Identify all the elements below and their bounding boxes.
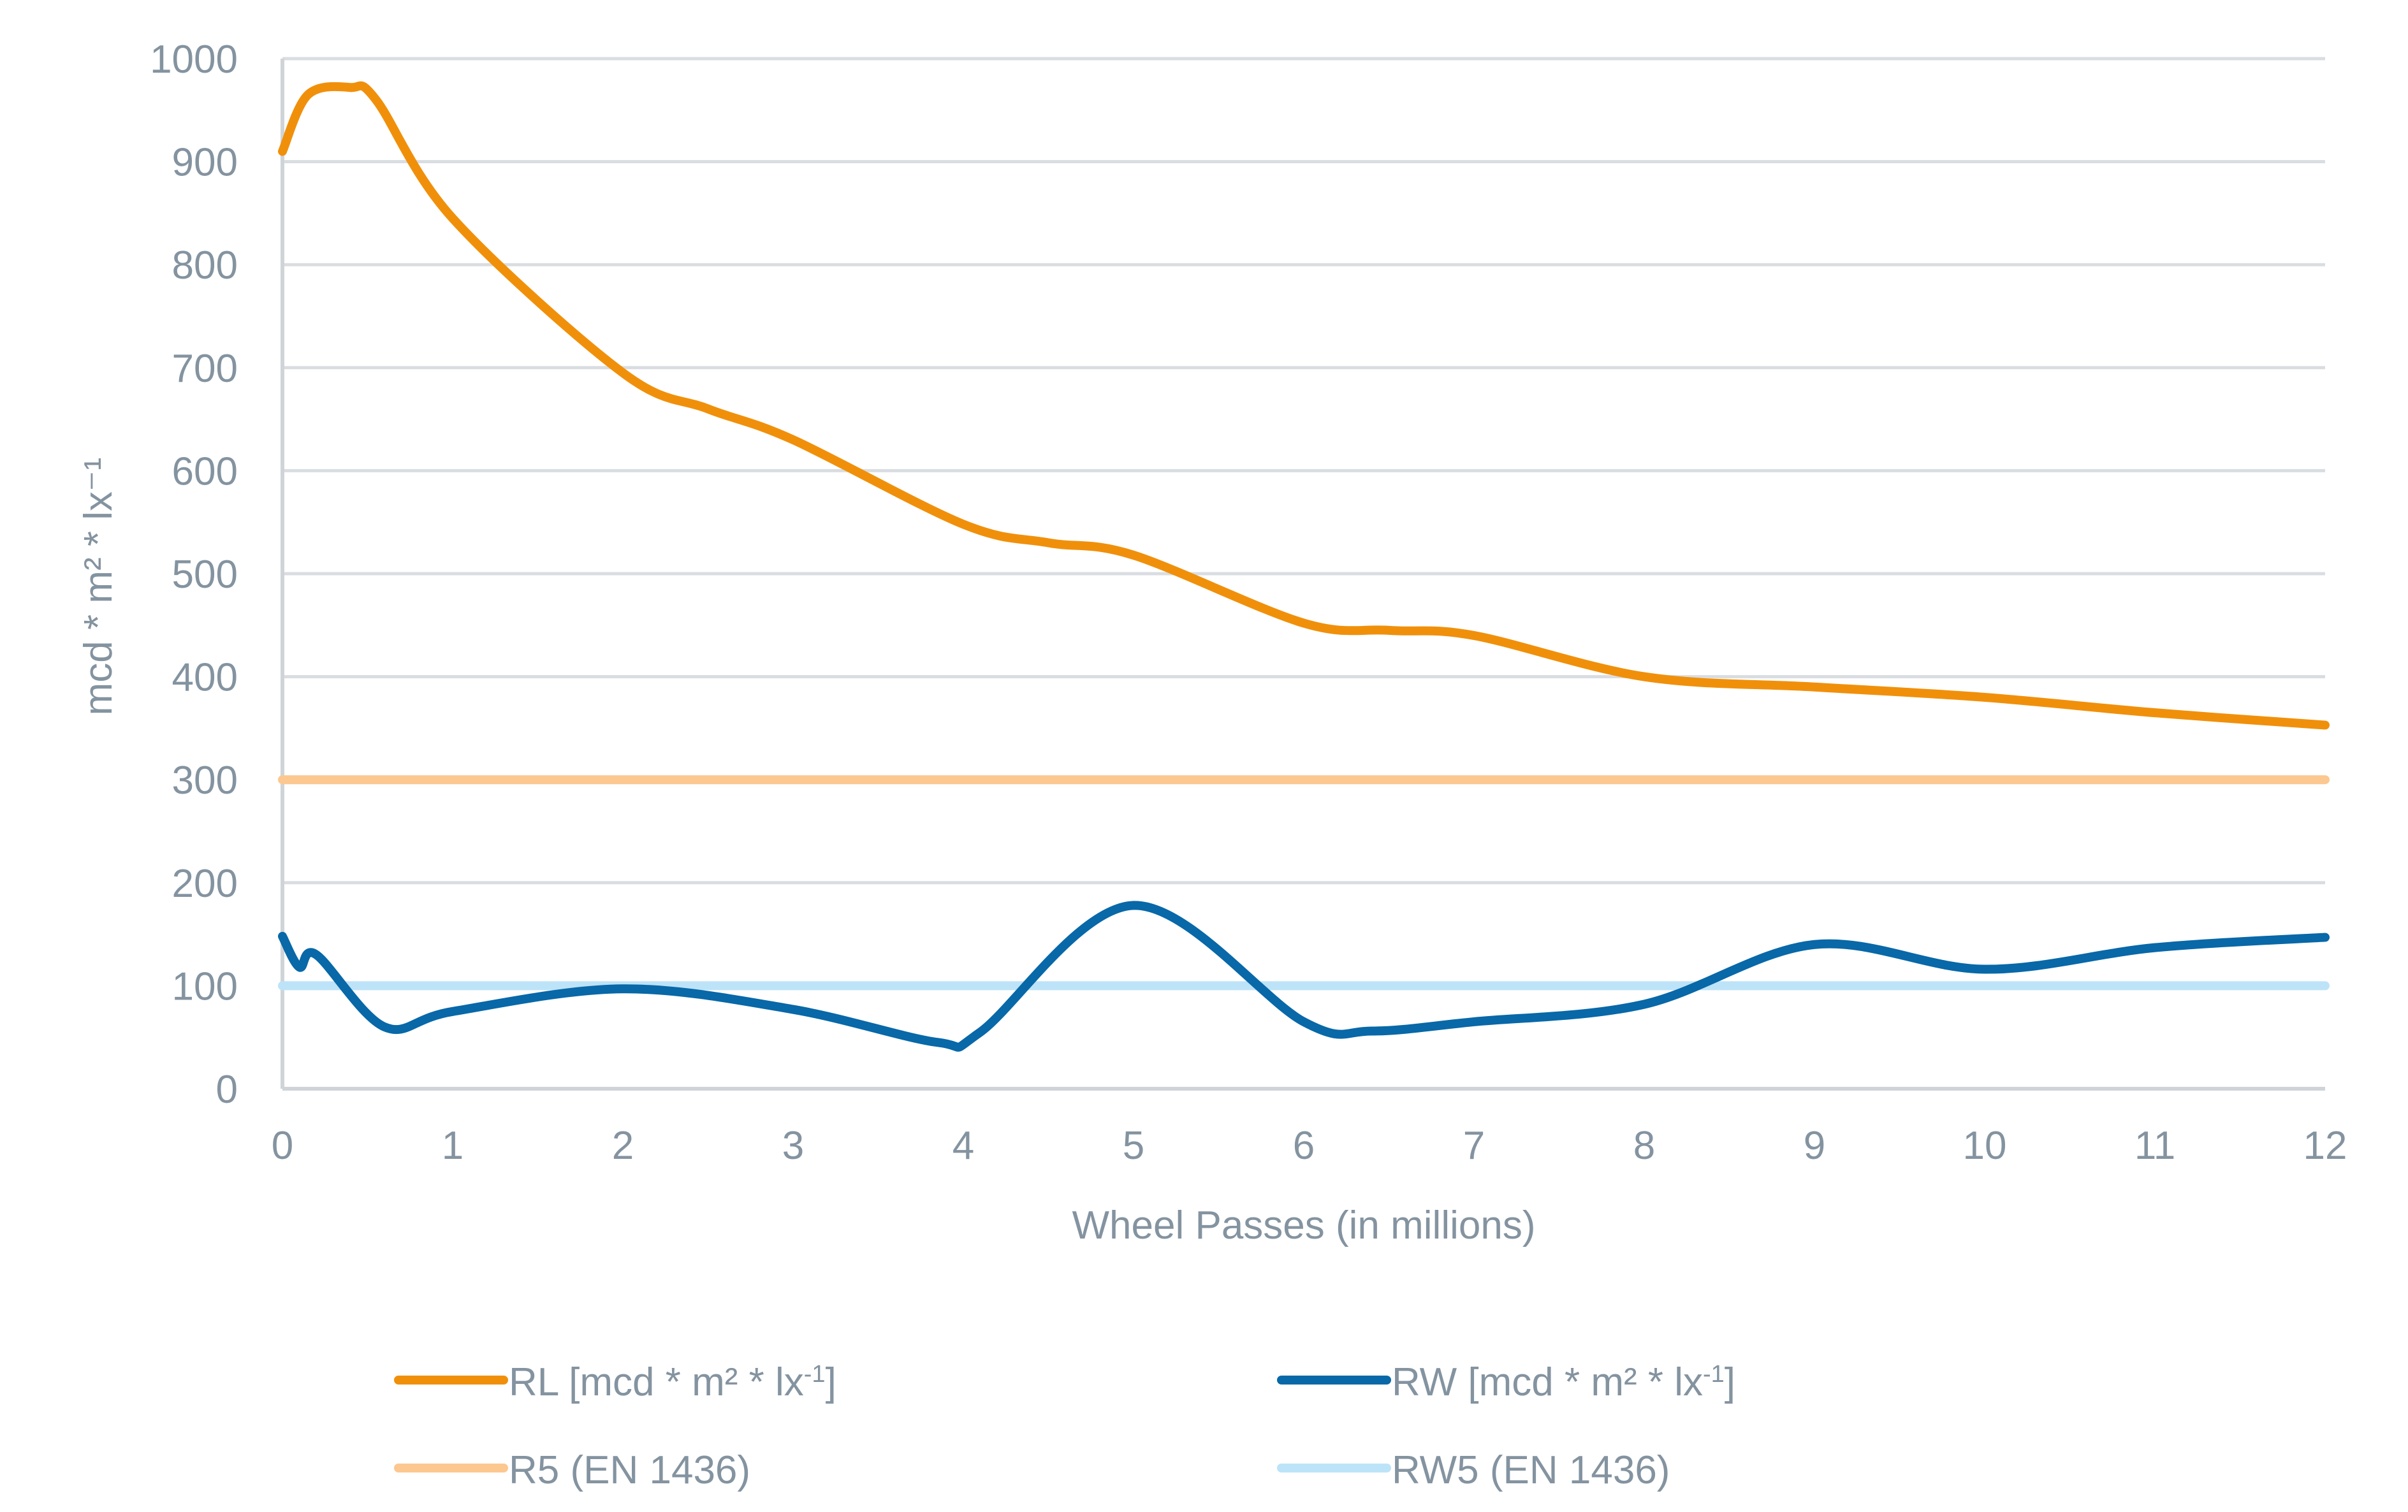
- y-tick-label: 700: [172, 347, 238, 391]
- x-tick-label: 8: [1633, 1124, 1655, 1168]
- y-tick-label: 300: [172, 759, 238, 803]
- series-rl-line: [278, 81, 2330, 730]
- legend-item-rw5: RW5 (EN 1436): [1277, 1448, 1670, 1492]
- legend-item-rl: RL [mcd * m² * lx-1]: [394, 1360, 836, 1404]
- legend-item-r5: R5 (EN 1436): [394, 1448, 750, 1492]
- x-tick-label: 3: [782, 1124, 804, 1168]
- x-tick-label: 9: [1804, 1124, 1825, 1168]
- series-lines: [278, 81, 2330, 1052]
- gridlines: [281, 57, 2325, 1091]
- legend-item-rw: RW [mcd * m² * lx-1]: [1277, 1360, 1735, 1404]
- x-tick-label: 5: [1123, 1124, 1144, 1168]
- x-tick-label: 10: [1963, 1124, 2007, 1168]
- y-axis-title: mcd * m² * lx⁻¹: [77, 458, 120, 716]
- x-tick-label: 7: [1463, 1124, 1485, 1168]
- x-tick-label: 1: [442, 1124, 463, 1168]
- x-tick-label: 11: [2134, 1124, 2175, 1168]
- series-rw-line: [278, 901, 2330, 1052]
- x-tick-label: 2: [612, 1124, 634, 1168]
- y-tick-label: 0: [216, 1068, 238, 1112]
- y-tick-label: 100: [172, 964, 238, 1008]
- y-tick-label: 600: [172, 449, 238, 493]
- x-tick-label: 12: [2303, 1124, 2347, 1168]
- y-tick-label: 800: [172, 244, 238, 287]
- legend-label: RL [mcd * m² * lx-1]: [509, 1360, 836, 1404]
- y-axis-ticks: 0 100 200 300 400 500 600 700 800 900 1000: [150, 38, 238, 1112]
- y-tick-label: 400: [172, 656, 238, 700]
- y-tick-label: 900: [172, 141, 238, 185]
- x-tick-label: 6: [1293, 1124, 1315, 1168]
- legend-label: RW [mcd * m² * lx-1]: [1392, 1360, 1735, 1404]
- x-tick-label: 4: [952, 1124, 974, 1168]
- x-tick-label: 0: [272, 1124, 293, 1168]
- legend: RL [mcd * m² * lx-1] RW [mcd * m² * lx-1]…: [394, 1360, 1735, 1492]
- y-tick-label: 500: [172, 553, 238, 597]
- legend-label: RW5 (EN 1436): [1392, 1448, 1670, 1492]
- legend-label: R5 (EN 1436): [509, 1448, 750, 1492]
- y-tick-label: 200: [172, 862, 238, 906]
- y-tick-label: 1000: [150, 38, 238, 82]
- x-axis-title: Wheel Passes (in millions): [1072, 1203, 1536, 1247]
- x-axis-ticks: 0 1 2 3 4 5 6 7 8 9 10 11 12: [272, 1124, 2347, 1168]
